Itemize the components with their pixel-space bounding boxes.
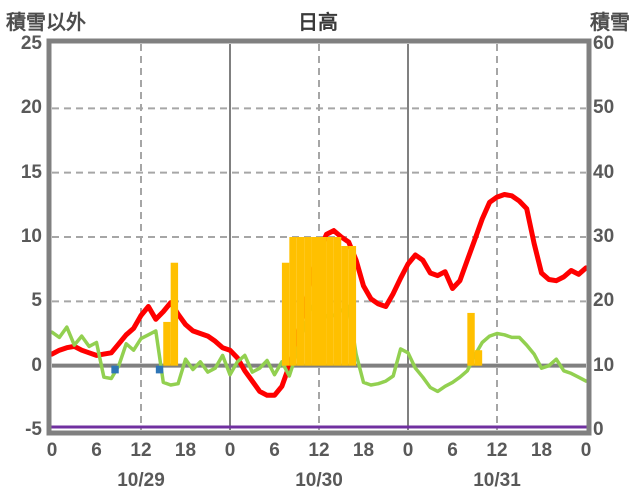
orange-hourly-bars-left-axis-bar: [304, 237, 312, 366]
hour-tick-label: 18: [174, 440, 197, 461]
hour-tick-label: 6: [269, 440, 280, 461]
right-axis-tick: 0: [593, 419, 604, 440]
date-label: 10/29: [117, 470, 165, 491]
blue-hourly-bars-below-zero-bar: [155, 365, 164, 374]
orange-hourly-bars-left-axis-bar: [311, 237, 319, 366]
date-label: 10/30: [295, 470, 343, 491]
hour-tick-label: 12: [308, 440, 330, 461]
orange-hourly-bars-left-axis-bar: [163, 321, 171, 366]
orange-hourly-bars-left-axis-bar: [474, 350, 483, 366]
hour-tick-label: 0: [46, 440, 58, 461]
right-axis-tick: 60: [593, 33, 615, 54]
left-axis-tick: 0: [31, 354, 42, 376]
orange-hourly-bars-left-axis-bar: [296, 237, 305, 366]
hour-tick-label: 18: [352, 440, 375, 461]
hour-tick-label: 0: [580, 440, 592, 461]
right-axis-tick: 10: [593, 354, 615, 376]
date-label: 10/31: [473, 470, 521, 491]
hour-tick-label: 0: [224, 440, 236, 461]
left-axis-tick: -5: [25, 419, 42, 440]
orange-hourly-bars-left-axis-bar: [326, 237, 334, 366]
orange-hourly-bars-left-axis-bar: [170, 262, 179, 366]
right-axis-tick: 30: [593, 226, 615, 247]
hour-tick-label: 18: [530, 440, 553, 461]
left-axis-tick: 25: [20, 33, 42, 54]
right-axis-tick: 50: [593, 97, 615, 119]
hour-tick-label: 6: [447, 440, 458, 461]
orange-hourly-bars-left-axis-bar: [467, 312, 475, 366]
left-axis-tick: 5: [31, 290, 42, 312]
right-axis-tick: 40: [593, 161, 615, 183]
hour-tick-label: 12: [486, 440, 508, 461]
hour-tick-label: 0: [402, 440, 414, 461]
blue-hourly-bars-below-zero-bar: [111, 365, 119, 374]
plot-border: [46, 38, 592, 436]
right-axis-title: 積雪: [590, 12, 630, 34]
orange-hourly-bars-left-axis-bar: [289, 237, 297, 366]
orange-hourly-bars-left-axis-bar: [333, 237, 342, 366]
left-axis-tick: 20: [20, 97, 42, 119]
orange-hourly-bars-left-axis-bar: [319, 237, 327, 366]
left-axis-tick: 15: [20, 161, 42, 183]
orange-hourly-bars-left-axis-bar: [348, 246, 357, 366]
chart-title: 日高: [298, 12, 338, 34]
left-axis-title: 積雪以外: [6, 12, 86, 34]
hour-tick-label: 6: [91, 440, 102, 461]
right-axis-tick: 20: [593, 290, 615, 312]
hour-tick-label: 12: [130, 440, 152, 461]
orange-hourly-bars-left-axis-bar: [341, 246, 349, 366]
left-axis-tick: 10: [20, 226, 42, 247]
orange-hourly-bars-left-axis-bar: [281, 262, 290, 366]
